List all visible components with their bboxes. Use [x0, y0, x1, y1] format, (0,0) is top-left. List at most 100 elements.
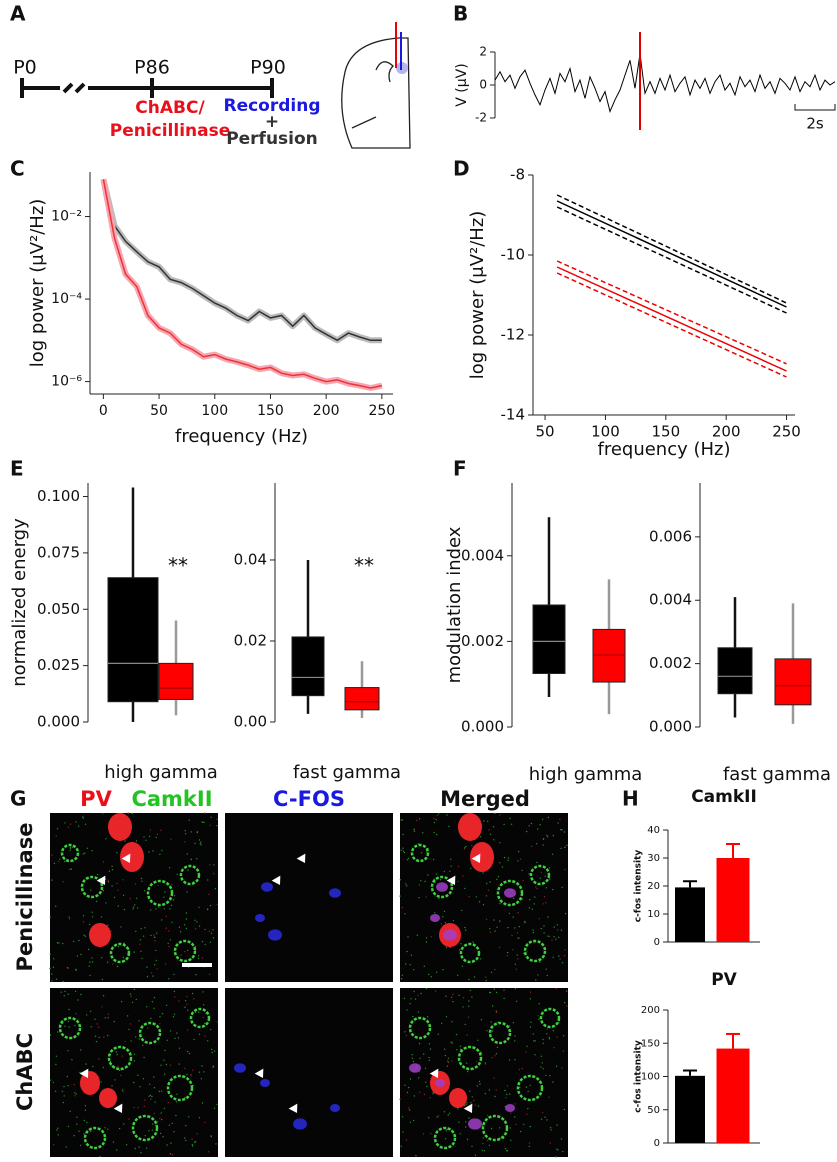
- speckle: [156, 968, 158, 970]
- speckle: [462, 875, 464, 877]
- speckle: [443, 1111, 446, 1113]
- speckle: [503, 989, 505, 991]
- speckle: [210, 1135, 212, 1137]
- speckle: [178, 1063, 180, 1065]
- speckle: [534, 896, 536, 898]
- speckle: [426, 851, 428, 853]
- speckle: [540, 927, 542, 930]
- y-tick-label: 0.075: [37, 543, 80, 561]
- speckle: [187, 1029, 189, 1031]
- speckle: [139, 1086, 141, 1088]
- speckle: [216, 825, 218, 827]
- speckle: [68, 916, 70, 918]
- speckle: [76, 955, 79, 957]
- speckle: [506, 955, 508, 957]
- speckle: [549, 1075, 551, 1077]
- bar: [716, 1048, 750, 1143]
- speckle: [166, 1039, 168, 1041]
- speckle: [546, 834, 548, 837]
- speckle: [95, 1040, 98, 1043]
- speckle: [150, 909, 152, 911]
- speckle: [157, 1121, 159, 1123]
- speckle: [548, 867, 551, 869]
- panel-letter: G: [10, 787, 26, 811]
- speckle: [549, 1127, 552, 1129]
- speckle: [165, 915, 167, 918]
- speckle: [159, 1023, 161, 1025]
- speckle: [399, 1098, 401, 1100]
- speckle: [428, 1056, 430, 1059]
- speckle: [557, 822, 559, 824]
- speckle: [172, 1016, 175, 1018]
- speckle: [162, 1136, 164, 1138]
- speckle: [60, 991, 62, 993]
- speckle: [494, 1055, 496, 1057]
- row-label: ChABC: [13, 1033, 37, 1111]
- speckle: [58, 860, 60, 863]
- speckle: [464, 887, 466, 890]
- speckle: [467, 1016, 470, 1018]
- speckle: [443, 1048, 446, 1050]
- speckle: [482, 872, 484, 874]
- speckle: [527, 1107, 529, 1110]
- speckle: [185, 927, 188, 930]
- speckle: [469, 1090, 471, 1092]
- y-tick-label: 0.00: [234, 713, 267, 731]
- speckle: [535, 979, 537, 981]
- speckle: [532, 929, 534, 931]
- speckle: [193, 1141, 196, 1144]
- speckle: [415, 1154, 417, 1157]
- speckle: [465, 1103, 467, 1106]
- speckle: [422, 832, 424, 834]
- speckle: [560, 1138, 563, 1140]
- cfos-nucleus: [504, 888, 516, 898]
- speckle: [425, 987, 428, 990]
- speckle: [529, 998, 532, 1000]
- speckle: [161, 1118, 163, 1121]
- speckle: [75, 1093, 77, 1095]
- speckle: [94, 1018, 96, 1020]
- y-tick-label: -8: [510, 166, 525, 184]
- speckle: [446, 814, 448, 816]
- speckle: [163, 896, 165, 898]
- speckle: [542, 1111, 544, 1114]
- speckle: [187, 1009, 189, 1011]
- line: [556, 266, 787, 372]
- y-tick-label: 0.000: [37, 713, 80, 731]
- speckle: [512, 916, 514, 918]
- speckle: [146, 1006, 148, 1008]
- y-tick-label: 10⁻²: [51, 209, 82, 225]
- speckle: [67, 1020, 70, 1023]
- speckle: [474, 1104, 476, 1106]
- speckle: [488, 1144, 490, 1146]
- speckle: [156, 932, 158, 934]
- speckle: [151, 1095, 153, 1098]
- speckle: [543, 932, 545, 934]
- camkii-cell: [189, 1007, 211, 1029]
- x-tick-label: 250: [772, 423, 801, 441]
- speckle: [412, 1119, 415, 1122]
- speckle: [122, 894, 125, 896]
- speckle: [538, 918, 540, 920]
- speckle: [516, 1000, 518, 1002]
- speckle: [169, 908, 171, 910]
- speckle: [104, 1017, 106, 1019]
- speckle: [49, 953, 51, 955]
- arrowhead: [288, 1103, 298, 1113]
- speckle: [198, 1033, 201, 1035]
- speckle: [126, 1015, 129, 1017]
- speckle: [512, 949, 514, 951]
- speckle: [56, 1129, 58, 1131]
- speckle: [536, 861, 538, 864]
- speckle: [186, 995, 188, 998]
- speckle: [525, 1086, 527, 1088]
- speckle: [416, 819, 418, 822]
- speckle: [184, 1137, 186, 1139]
- speckle: [548, 935, 551, 938]
- speckle: [508, 1059, 511, 1061]
- camkii-cell: [410, 843, 430, 863]
- speckle: [531, 908, 533, 910]
- cfos-nucleus: [329, 888, 341, 898]
- x-axis-label: frequency (Hz): [597, 439, 730, 460]
- camkii-cell: [83, 1126, 107, 1150]
